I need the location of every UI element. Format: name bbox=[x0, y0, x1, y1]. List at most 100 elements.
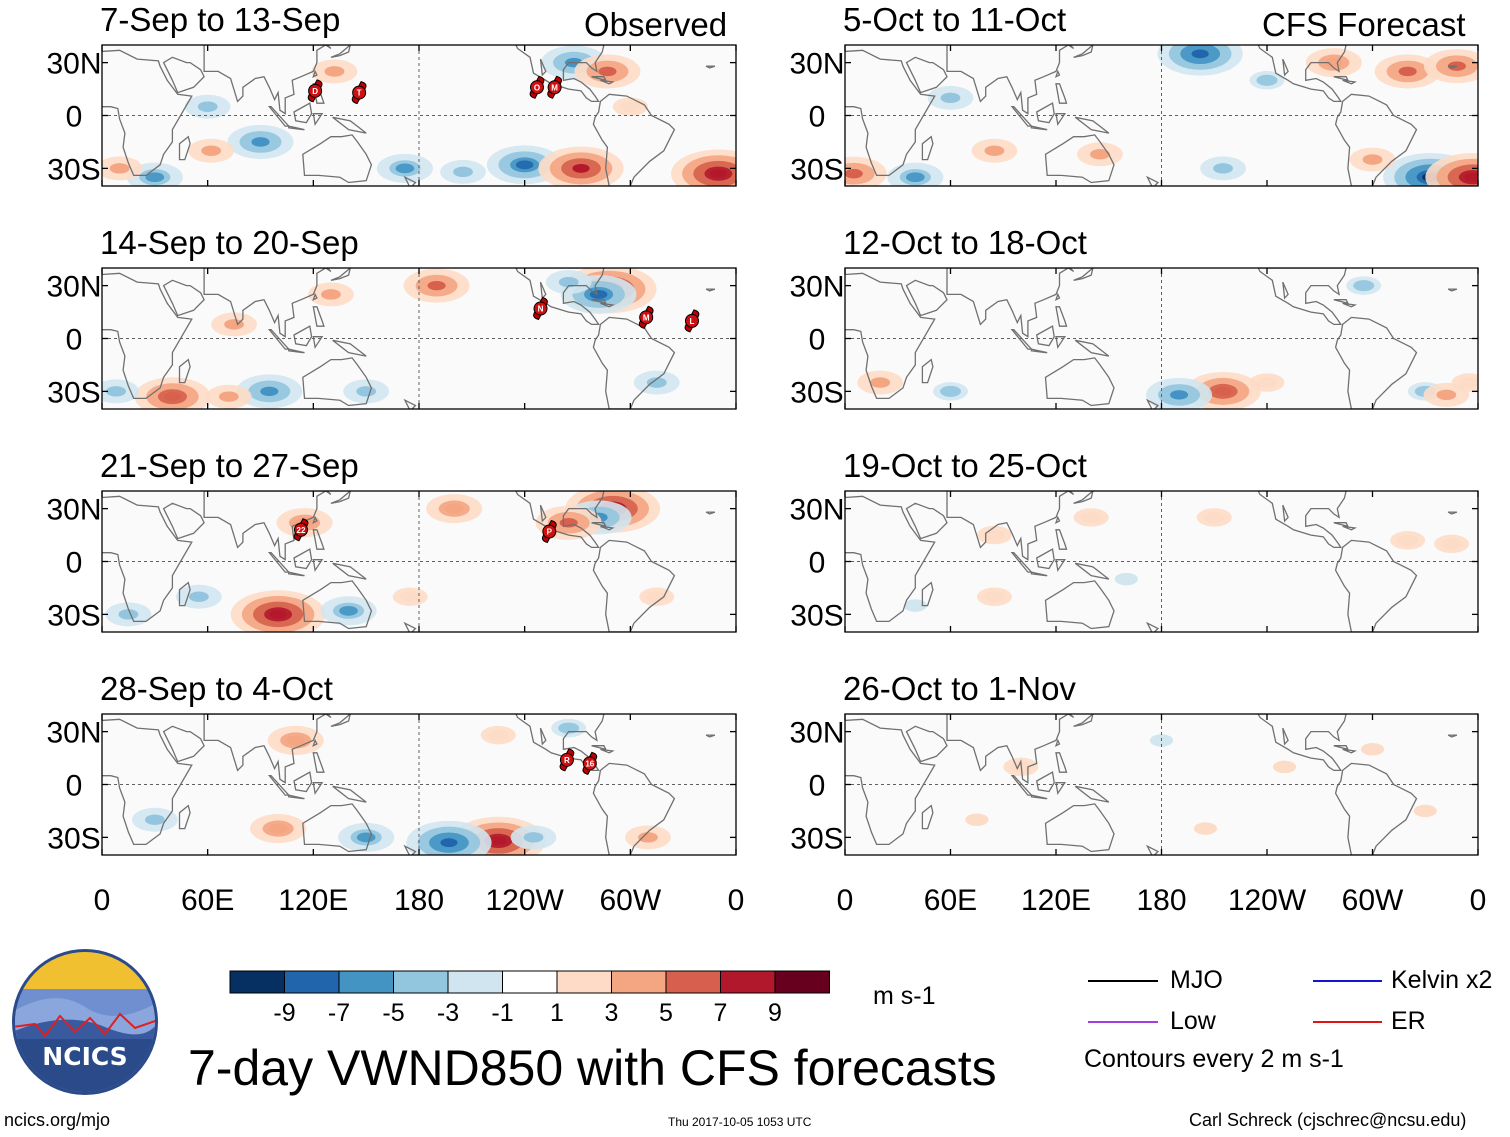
anomaly-patch bbox=[710, 169, 727, 178]
coastline bbox=[330, 714, 351, 727]
coastline bbox=[332, 785, 367, 803]
anomaly-patch bbox=[321, 289, 341, 300]
storm-label: M bbox=[551, 83, 558, 92]
anomaly-patch bbox=[1413, 804, 1437, 818]
anomaly-patch bbox=[339, 606, 358, 616]
colorbar-swatch bbox=[393, 970, 449, 994]
anomaly-patch bbox=[984, 145, 1005, 156]
anomaly-patch bbox=[1360, 743, 1385, 756]
anomaly-patch bbox=[163, 392, 182, 402]
anomaly-patch bbox=[487, 729, 509, 741]
map-panel: 30N 0 30S 7-Sep to 13-Sep D T O M bbox=[46, 1, 737, 187]
storm-symbol-core bbox=[582, 756, 597, 771]
coastline bbox=[162, 502, 205, 540]
coastline bbox=[1342, 748, 1358, 754]
coastline bbox=[1055, 113, 1067, 127]
storm-symbol-core bbox=[559, 752, 574, 767]
coastline bbox=[845, 272, 936, 400]
coastline bbox=[267, 106, 291, 127]
anomaly-patch bbox=[260, 386, 279, 397]
colorbar-units: m s-1 bbox=[873, 982, 936, 1010]
x-tick-label: 60E bbox=[181, 884, 234, 917]
coastline bbox=[403, 621, 417, 632]
footer-website[interactable]: ncics.org/mjo bbox=[4, 1110, 111, 1130]
coastline bbox=[1044, 580, 1115, 630]
coastline bbox=[515, 45, 605, 103]
coastline bbox=[178, 581, 191, 607]
y-tick-label: 30S bbox=[47, 822, 100, 855]
anomaly-patch bbox=[1256, 377, 1278, 389]
coastline bbox=[1282, 504, 1289, 523]
anomaly-patch bbox=[638, 832, 658, 843]
coastline bbox=[539, 58, 547, 77]
map-panel: 30N 0 30S 21-Sep to 27-Sep 22 P bbox=[46, 447, 737, 633]
y-tick-label: 0 bbox=[66, 324, 83, 357]
coastline bbox=[312, 69, 318, 78]
coastline bbox=[1447, 288, 1458, 292]
colorbar-swatch bbox=[774, 970, 830, 994]
coastline bbox=[267, 329, 291, 350]
anomaly-patch bbox=[523, 832, 544, 843]
coastline bbox=[1334, 762, 1418, 855]
y-tick-label: 30N bbox=[46, 271, 101, 304]
coastline bbox=[600, 79, 615, 85]
coastline bbox=[288, 571, 305, 577]
coastline bbox=[1074, 785, 1110, 803]
coastlines bbox=[845, 491, 1458, 632]
coastline bbox=[1055, 306, 1068, 327]
coastline bbox=[591, 299, 607, 305]
anomaly-patch bbox=[1114, 572, 1138, 586]
coastline bbox=[288, 348, 305, 354]
anomaly-patch bbox=[356, 832, 376, 843]
x-tick-label: 60W bbox=[599, 884, 661, 917]
colorbar-tick-label: -7 bbox=[328, 999, 350, 1027]
ncics-logo bbox=[12, 949, 158, 1095]
coastline bbox=[946, 268, 1075, 338]
coastline bbox=[591, 522, 607, 528]
coastline bbox=[905, 56, 948, 94]
anomaly-patch bbox=[118, 609, 139, 620]
coastline bbox=[312, 113, 324, 127]
coastline bbox=[1257, 491, 1347, 549]
panel-period-label: 28-Sep to 4-Oct bbox=[100, 670, 333, 707]
storm-symbol-core bbox=[308, 83, 323, 98]
colorbar-tick-label: -3 bbox=[437, 999, 459, 1027]
coastline bbox=[1010, 329, 1033, 350]
anomaly-patch bbox=[1213, 163, 1233, 174]
anomaly-field bbox=[105, 491, 675, 632]
anomaly-patch bbox=[903, 599, 927, 612]
coastline bbox=[203, 45, 332, 115]
coastline bbox=[845, 495, 936, 623]
anomaly-patch bbox=[558, 722, 580, 734]
storm-label: L bbox=[690, 317, 695, 326]
anomaly-patch bbox=[1398, 66, 1417, 77]
figure-title: 7-day VWND850 with CFS forecasts bbox=[188, 1040, 997, 1096]
coastline bbox=[1055, 529, 1068, 550]
coastline bbox=[1334, 539, 1418, 632]
coastline bbox=[1010, 552, 1033, 573]
y-tick-label: 0 bbox=[66, 101, 83, 134]
anomaly-field bbox=[102, 268, 680, 409]
panel-period-label: 7-Sep to 13-Sep bbox=[100, 1, 340, 38]
coastline bbox=[162, 56, 205, 94]
colorbar: -9 -7 -5 -3 -1 1 3 5 7 9 bbox=[229, 970, 830, 1027]
legend-low-label: Low bbox=[1170, 1007, 1216, 1035]
coastline bbox=[1333, 76, 1350, 82]
storm-marker: 22 bbox=[293, 518, 309, 542]
coastline bbox=[302, 357, 373, 407]
storm-label: 22 bbox=[297, 526, 306, 535]
panel-period-label: 12-Oct to 18-Oct bbox=[843, 224, 1087, 261]
x-axis-layer: 0 0 60E 60E 120E 120E 180 180 120W 120W 60W 60W 0 0 bbox=[94, 884, 1487, 917]
coastline bbox=[403, 398, 417, 409]
legend-er-label: ER bbox=[1391, 1007, 1426, 1035]
coastline bbox=[178, 135, 191, 161]
map-panel: 30N 0 30S 12-Oct to 18-Oct bbox=[789, 224, 1479, 410]
coastline bbox=[1334, 316, 1418, 409]
coastline bbox=[267, 552, 291, 573]
y-tick-label: 30N bbox=[789, 271, 844, 304]
y-tick-label: 30N bbox=[789, 494, 844, 527]
coastline bbox=[1257, 45, 1347, 103]
storm-marker: M bbox=[638, 305, 654, 329]
coastline bbox=[1074, 562, 1110, 580]
coastline bbox=[1073, 491, 1094, 504]
